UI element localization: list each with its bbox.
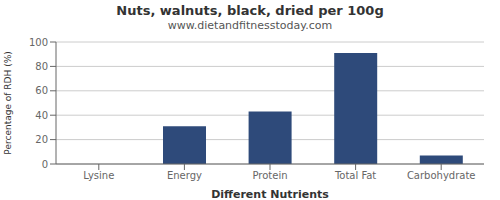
svg-text:80: 80 <box>35 61 48 72</box>
svg-text:0: 0 <box>42 159 48 170</box>
svg-text:100: 100 <box>29 37 48 48</box>
svg-text:Carbohydrate: Carbohydrate <box>407 170 476 181</box>
html-text:Nuts, walnuts, black, dried pe: Nuts, walnuts, black, dried per 100g <box>116 3 384 18</box>
svg-text:Lysine: Lysine <box>83 170 114 181</box>
svg-text:Different Nutrients: Different Nutrients <box>211 188 329 200</box>
svg-text:Total Fat: Total Fat <box>334 170 376 181</box>
svg-text:20: 20 <box>35 134 48 145</box>
svg-text:60: 60 <box>35 85 48 96</box>
svg-text:Energy: Energy <box>167 170 202 181</box>
svg-text:40: 40 <box>35 110 48 121</box>
html-text:www.dietandfitnesstoday.com: www.dietandfitnesstoday.com <box>167 19 333 32</box>
svg-text:Protein: Protein <box>252 170 287 181</box>
svg-text:Percentage of RDH (%): Percentage of RDH (%) <box>8 51 13 154</box>
